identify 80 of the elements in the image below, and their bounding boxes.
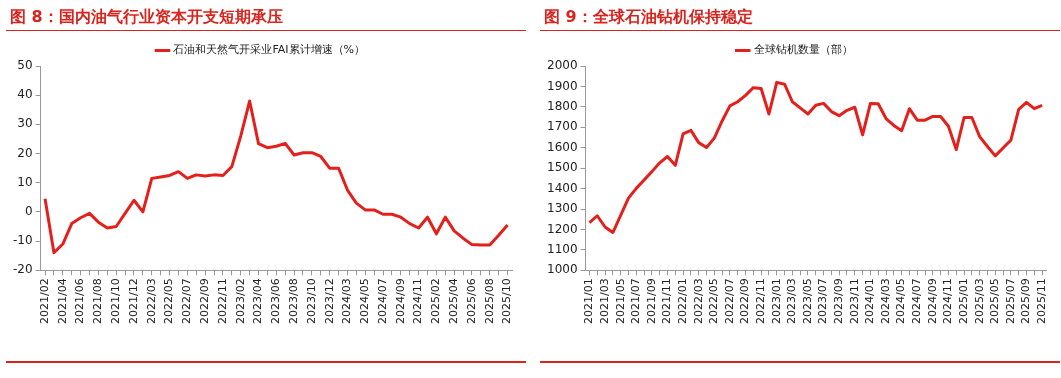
x-tick-label: 2023/02 xyxy=(233,278,247,325)
y-tick-label: -20 xyxy=(12,262,33,277)
y-tick-label: 1100 xyxy=(546,242,578,256)
x-tick-label: 2022/01 xyxy=(675,278,689,325)
y-tick-label: 1300 xyxy=(546,201,578,216)
x-tick-label: 2024/05 xyxy=(894,278,908,325)
x-tick-label: 2025/09 xyxy=(1019,278,1033,325)
x-tick-label: 2022/11 xyxy=(754,278,767,325)
x-tick-label: 2025/03 xyxy=(972,278,986,325)
y-tick-label: 1000 xyxy=(546,262,578,277)
x-tick-label: 2021/02 xyxy=(37,278,51,325)
x-tick-label: 2022/07 xyxy=(722,278,736,325)
x-tick-label: 2024/07 xyxy=(375,278,389,325)
y-tick-label: 1600 xyxy=(546,139,578,154)
y-tick-label: -10 xyxy=(12,233,33,248)
x-tick-label: 2023/08 xyxy=(286,278,300,325)
x-tick-label: 2025/10 xyxy=(500,278,514,325)
x-tick-label: 2022/09 xyxy=(198,278,211,325)
x-tick-label: 2025/01 xyxy=(956,278,970,325)
y-tick-label: 1700 xyxy=(546,119,578,134)
x-tick-label: 2025/05 xyxy=(988,278,1002,325)
x-tick-label: 2021/09 xyxy=(644,278,658,325)
x-tick-label: 2023/01 xyxy=(769,278,783,325)
x-tick-label: 2024/03 xyxy=(878,278,892,325)
y-tick-label: 50 xyxy=(17,58,33,73)
x-tick-label: 2021/08 xyxy=(91,278,105,325)
legend-label: 石油和天然气开采业FAI累计增速（%） xyxy=(173,43,366,57)
x-tick-label: 2025/02 xyxy=(429,278,443,325)
x-tick-label: 2021/12 xyxy=(126,278,140,325)
x-tick-label: 2022/03 xyxy=(691,278,705,325)
x-tick-label: 2023/03 xyxy=(785,278,799,325)
y-tick-label: 10 xyxy=(17,174,33,189)
y-tick-label: 0 xyxy=(24,204,33,219)
x-tick-label: 2023/11 xyxy=(847,278,861,325)
x-tick-label: 2023/10 xyxy=(304,278,318,325)
x-tick-label: 2024/11 xyxy=(941,278,955,325)
x-tick-label: 2021/06 xyxy=(73,278,87,325)
x-tick-label: 2024/11 xyxy=(411,278,425,325)
x-tick-label: 2023/07 xyxy=(816,278,830,325)
y-tick-label: 1900 xyxy=(546,78,578,93)
x-tick-label: 2024/09 xyxy=(393,278,407,325)
x-tick-label: 2024/03 xyxy=(340,278,354,325)
y-tick-label: 1500 xyxy=(546,160,578,175)
x-tick-label: 2022/11 xyxy=(215,278,229,325)
x-tick-label: 2021/11 xyxy=(660,278,674,325)
y-tick-label: 40 xyxy=(17,87,33,102)
x-tick-label: 2024/05 xyxy=(358,278,372,325)
x-tick-label: 2023/12 xyxy=(322,278,336,325)
x-tick-label: 2022/05 xyxy=(162,278,176,325)
y-tick-label: 30 xyxy=(17,116,33,131)
x-tick-label: 2024/07 xyxy=(910,278,924,325)
x-tick-label: 2022/05 xyxy=(707,278,721,325)
x-tick-label: 2021/03 xyxy=(597,278,611,325)
y-tick-label: 20 xyxy=(17,145,33,160)
x-tick-label: 2022/07 xyxy=(180,278,194,325)
x-tick-label: 2025/08 xyxy=(482,278,496,325)
x-tick-label: 2023/09 xyxy=(832,278,846,325)
x-tick-label: 2023/05 xyxy=(800,278,814,325)
y-tick-label: 1200 xyxy=(546,221,578,236)
legend-label: 全球钻机数量（部） xyxy=(753,43,853,57)
y-tick-label: 1400 xyxy=(546,180,578,195)
x-tick-label: 2024/09 xyxy=(925,278,939,325)
x-tick-label: 2021/10 xyxy=(109,278,123,325)
x-tick-label: 2022/03 xyxy=(144,278,158,325)
x-tick-label: 2022/09 xyxy=(738,278,752,325)
x-tick-label: 2025/07 xyxy=(1003,278,1017,325)
x-tick-label: 2021/04 xyxy=(55,278,69,325)
x-tick-label: 2025/11 xyxy=(1034,278,1048,325)
chart-title: 图 8：国内油气行业资本开支短期承压 xyxy=(9,6,284,28)
x-tick-label: 2023/06 xyxy=(269,278,283,325)
x-tick-label: 2023/04 xyxy=(251,278,265,325)
x-tick-label: 2024/01 xyxy=(863,278,877,325)
y-tick-label: 2000 xyxy=(546,58,578,73)
x-tick-label: 2021/07 xyxy=(629,278,643,325)
y-tick-label: 1800 xyxy=(546,98,578,113)
chart-title: 图 9：全球石油钻机保持稳定 xyxy=(543,6,754,28)
x-tick-label: 2021/01 xyxy=(582,278,596,325)
x-tick-label: 2025/06 xyxy=(464,278,478,325)
x-tick-label: 2021/05 xyxy=(613,278,627,325)
x-tick-label: 2025/04 xyxy=(447,278,461,325)
